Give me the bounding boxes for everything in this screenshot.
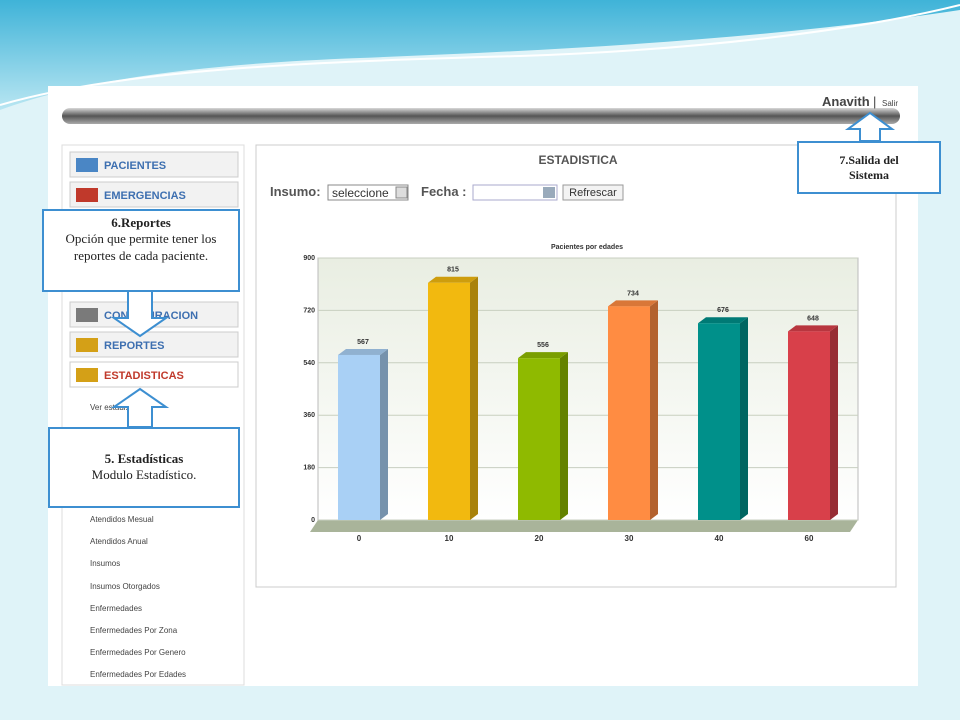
menu-text: REPORTES	[104, 340, 165, 352]
submenu-link[interactable]: Enfermedades	[90, 604, 142, 613]
y-tick-label: 180	[303, 465, 315, 472]
menu-icon	[76, 158, 98, 172]
bar-side	[740, 317, 748, 520]
refresh-text: Refrescar	[569, 187, 617, 199]
x-tick-label: 30	[625, 534, 634, 543]
value-label: 734	[627, 290, 639, 297]
y-tick-label: 0	[311, 517, 315, 524]
chart-title: Pacientes por edades	[551, 244, 623, 251]
bar-top	[428, 276, 478, 283]
arrow	[110, 290, 170, 338]
arrow	[844, 111, 896, 142]
top-bar	[62, 108, 900, 124]
bar	[698, 323, 740, 520]
calendar-icon[interactable]	[543, 187, 555, 198]
x-tick-label: 10	[445, 534, 454, 543]
wave	[0, 0, 960, 110]
bar-top	[698, 317, 748, 324]
y-tick-label: 360	[303, 412, 315, 419]
submenu-link[interactable]: Enfermedades Por Zona	[90, 626, 178, 635]
submenu-link[interactable]: Atendidos Anual	[90, 537, 148, 546]
submenu-link[interactable]: Enfermedades Por Genero	[90, 648, 186, 657]
callout-text: Opción que permite tener los reportes de…	[65, 231, 217, 263]
y-tick-label: 540	[303, 360, 315, 367]
bar-side	[380, 348, 388, 520]
submenu-link[interactable]: Insumos Otorgados	[90, 582, 160, 591]
value-label: 648	[807, 315, 819, 322]
x-tick-label: 40	[715, 534, 724, 543]
callout: 7.Salida del Sistema	[797, 141, 941, 194]
bar-top	[788, 325, 838, 332]
bar-top	[518, 352, 568, 359]
menu-icon	[76, 368, 98, 382]
bar-side	[470, 276, 478, 520]
submenu-link[interactable]: Atendidos Mesual	[90, 515, 154, 524]
refresh-button[interactable]	[562, 184, 624, 201]
bar	[518, 358, 560, 520]
floor	[310, 520, 858, 532]
y-tick-label: 900	[303, 255, 315, 262]
bar-top	[608, 300, 658, 307]
submenu-link[interactable]: Insumos	[90, 559, 120, 568]
x-tick-label: 0	[357, 534, 362, 543]
bar	[788, 331, 830, 520]
callout-title: 7.Salida del Sistema	[839, 153, 899, 182]
menu-icon	[76, 308, 98, 322]
menu-icon	[76, 188, 98, 202]
submenu-link[interactable]: Enfermedades Por Edades	[90, 670, 186, 679]
insumo-label: Insumo:	[270, 184, 321, 199]
separator: |	[873, 94, 876, 109]
panel-title: ESTADISTICA	[538, 153, 617, 167]
y-tick-label: 720	[303, 307, 315, 314]
value-label: 567	[357, 339, 369, 346]
fecha-label: Fecha :	[421, 184, 467, 199]
plot-area	[317, 257, 859, 521]
select-text: seleccione	[332, 186, 389, 200]
callout: 5. Estadísticas Modulo Estadístico.	[48, 427, 240, 508]
menu-icon	[76, 338, 98, 352]
menu-text: EMERGENCIAS	[104, 190, 186, 202]
bar	[608, 306, 650, 520]
value-label: 815	[447, 267, 459, 274]
menu-text: PACIENTES	[104, 160, 166, 172]
value-label: 556	[537, 342, 549, 349]
callout-title: 5. Estadísticas	[104, 451, 184, 466]
select-arrow	[395, 186, 408, 199]
bar-side	[650, 300, 658, 520]
bar	[428, 282, 470, 520]
value-label: 676	[717, 307, 729, 314]
callout: 6.Reportes Opción que permite tener los r…	[42, 209, 240, 292]
bar-side	[560, 352, 568, 520]
callout-text: Modulo Estadístico.	[91, 467, 197, 483]
bar	[338, 354, 380, 520]
arrow	[110, 387, 170, 428]
logout[interactable]: Salir	[882, 99, 898, 108]
user: Anavith	[822, 94, 870, 109]
x-tick-label: 20	[535, 534, 544, 543]
callout-title: 6.Reportes	[111, 215, 171, 230]
bar-side	[830, 325, 838, 520]
date-input[interactable]	[472, 184, 558, 201]
select[interactable]	[327, 184, 409, 201]
bar-top	[338, 348, 388, 355]
x-tick-label: 60	[805, 534, 814, 543]
wave-line	[0, 4, 960, 106]
menu-text: ESTADISTICAS	[104, 370, 184, 382]
